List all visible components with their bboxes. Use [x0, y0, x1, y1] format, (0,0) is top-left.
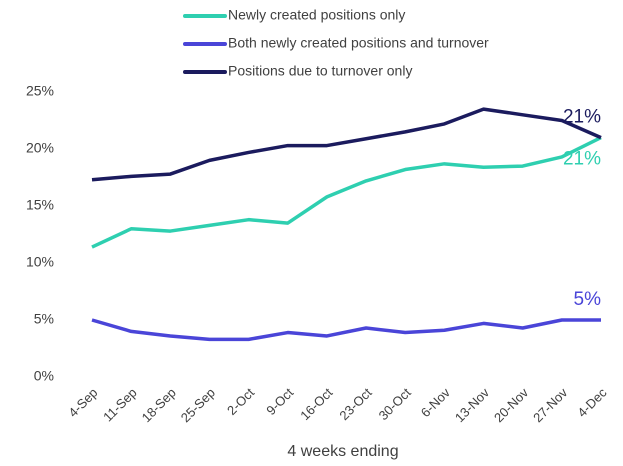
- y-tick-label: 15%: [26, 197, 54, 213]
- y-tick-label: 10%: [26, 254, 54, 270]
- x-tick-label: 30-Oct: [376, 385, 414, 423]
- x-tick-label: 18-Sep: [139, 385, 179, 425]
- series-line: [91, 136, 602, 249]
- x-tick-label: 11-Sep: [100, 385, 140, 425]
- y-tick-label: 20%: [26, 140, 54, 156]
- x-tick-label: 6-Nov: [418, 385, 453, 420]
- x-tick-label: 9-Oct: [263, 385, 296, 418]
- legend-label: Positions due to turnover only: [228, 63, 412, 79]
- legend-label: Both newly created positions and turnove…: [228, 35, 489, 51]
- x-tick-label: 27-Nov: [530, 385, 571, 426]
- legend-label: Newly created positions only: [228, 7, 405, 23]
- x-tick-label: 13-Nov: [452, 385, 493, 426]
- x-axis-title: 4 weeks ending: [287, 443, 398, 460]
- series-line: [91, 318, 601, 342]
- x-tick-label: 16-Oct: [297, 385, 335, 423]
- value-label: 21%: [563, 107, 601, 128]
- y-tick-label: 25%: [26, 83, 54, 99]
- series-line: [91, 107, 602, 182]
- x-tick-label: 4-Sep: [65, 385, 100, 420]
- x-tick-label: 4-Dec: [574, 385, 609, 420]
- x-tick-label: 20-Nov: [491, 385, 532, 426]
- x-tick-label: 2-Oct: [224, 385, 257, 418]
- y-tick-label: 5%: [34, 311, 54, 327]
- y-tick-label: 0%: [34, 368, 54, 384]
- value-label: 5%: [574, 289, 602, 310]
- x-tick-label: 23-Oct: [336, 385, 374, 423]
- value-label: 21%: [563, 149, 601, 170]
- x-tick-label: 25-Sep: [178, 385, 218, 425]
